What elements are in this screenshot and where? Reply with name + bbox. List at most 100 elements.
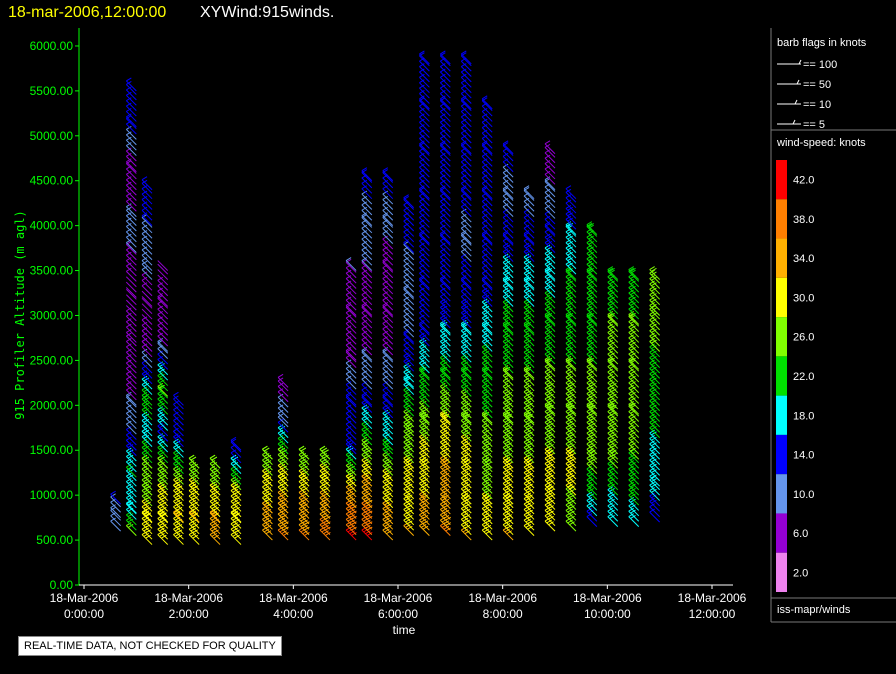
barb-flag [420, 429, 427, 434]
barb-flag [527, 447, 533, 452]
wind-barb [319, 459, 331, 471]
barb-flag [405, 375, 411, 380]
wind-barb [403, 350, 415, 361]
barb-flag [462, 406, 469, 411]
barb-flag [544, 194, 551, 199]
barb-flag [565, 334, 572, 339]
barb-flag [441, 487, 448, 491]
barb-flag [481, 140, 488, 145]
wind-barb [277, 465, 289, 476]
barb-flag [586, 249, 593, 254]
wind-barb [628, 405, 640, 417]
barb-flag [630, 447, 636, 452]
barb-flag [127, 460, 134, 465]
barb-flag [161, 479, 167, 484]
wind-barb [607, 308, 619, 320]
wind-barb [628, 510, 640, 522]
barb-flag [159, 418, 165, 423]
wind-barb [419, 190, 430, 201]
barb-flag [504, 345, 511, 350]
wind-barb [125, 220, 137, 232]
barb-flag [586, 311, 593, 315]
barb-flag [483, 506, 490, 511]
wind-barb [607, 287, 619, 298]
barb-flag [544, 339, 551, 344]
wind-barb [125, 394, 137, 406]
wind-barb [403, 384, 415, 395]
wind-barb [361, 481, 373, 492]
wind-barb [188, 511, 200, 523]
barb-flag [419, 393, 425, 398]
wind-barb [439, 177, 451, 189]
barb-flag [588, 302, 594, 306]
wind-barb [607, 359, 619, 370]
barb-flag [649, 375, 655, 380]
barb-flag [145, 474, 151, 479]
wind-barb [481, 312, 493, 324]
wind-barb [173, 495, 184, 507]
barb-flag [141, 444, 148, 448]
wind-barb [628, 382, 640, 394]
barb-flag [403, 323, 409, 328]
wind-barb [345, 312, 357, 324]
barb-flag [544, 323, 551, 328]
wind-barb [403, 371, 415, 383]
wind-barb [439, 503, 451, 515]
barb-flag [213, 485, 219, 490]
barb-flag [405, 440, 411, 445]
wind-barb [607, 463, 619, 474]
wind-barb [188, 512, 200, 524]
barb-flag [262, 451, 268, 456]
wind-barb [586, 326, 598, 338]
barb-flag [211, 488, 218, 493]
wind-barb [382, 389, 394, 401]
wind-barb [523, 262, 535, 273]
wind-barb [565, 474, 577, 485]
wind-barb [230, 528, 242, 540]
barb-flag [157, 422, 163, 427]
barb-flag [588, 498, 594, 503]
barb-flag [628, 284, 634, 288]
wind-barb [277, 421, 289, 433]
wind-barb [125, 341, 137, 352]
wind-barb [262, 491, 273, 503]
barb-flag [405, 359, 411, 364]
wind-barb [523, 278, 535, 289]
barb-flag [265, 492, 272, 497]
barb-flag [523, 264, 530, 269]
barb-flag [345, 364, 352, 369]
wind-barb [419, 324, 430, 336]
barb-flag [126, 348, 132, 353]
wind-barb [523, 412, 535, 424]
barb-flag [192, 512, 198, 517]
barb-flag [407, 422, 413, 427]
barb-flag [419, 230, 425, 235]
barb-flag [461, 303, 467, 308]
wind-barb [382, 294, 394, 306]
wind-barb [502, 262, 514, 273]
barb-flag [544, 188, 551, 193]
barb-flag [504, 440, 511, 445]
barb-flag [361, 409, 368, 414]
barb-flag [361, 235, 368, 240]
barb-flag [277, 424, 284, 429]
barb-flag [611, 417, 617, 421]
barb-flag [161, 523, 167, 528]
barb-flag [565, 249, 572, 254]
barb-flag [651, 382, 657, 387]
wind-barb [502, 461, 514, 473]
wind-barb [382, 384, 394, 395]
barb-flag [586, 491, 593, 496]
x-tick-date: 18-Mar-2006 [468, 591, 537, 605]
wind-barb [544, 411, 556, 422]
barb-flag [569, 510, 575, 515]
wind-barb [628, 427, 640, 439]
wind-barb [125, 456, 137, 467]
barb-flag [419, 73, 425, 78]
barb-flag [567, 467, 573, 472]
wind-barb [125, 161, 137, 173]
wind-barb [481, 155, 493, 167]
barb-flag [523, 214, 530, 218]
wind-barb [361, 215, 373, 226]
wind-barb [481, 357, 493, 368]
